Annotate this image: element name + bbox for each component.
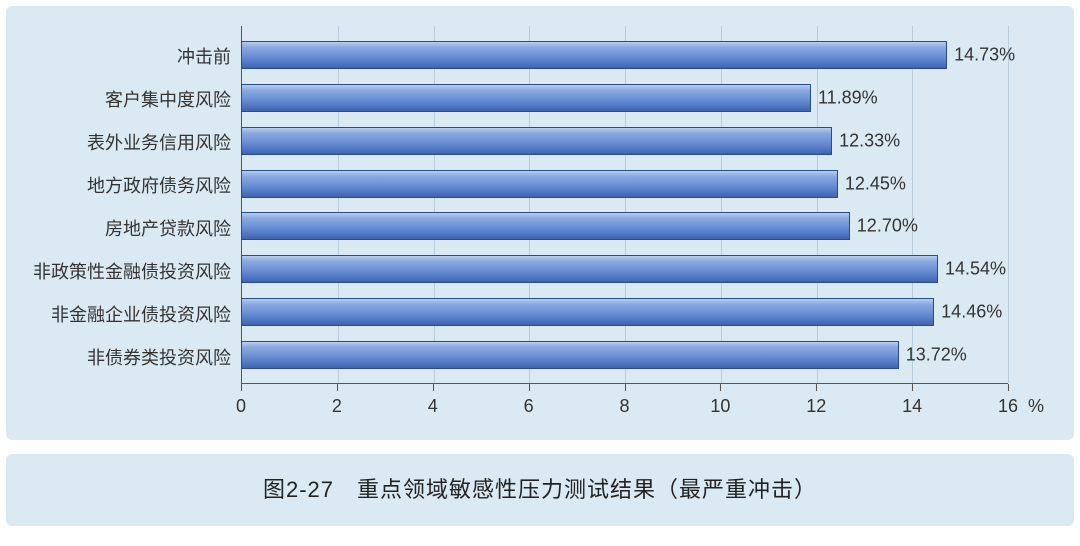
caption-panel: 图2-27 重点领域敏感性压力测试结果（最严重冲击） (6, 454, 1074, 526)
bar-row: 12.70% (241, 205, 1008, 248)
bar-row: 14.46% (241, 291, 1008, 334)
chart-area: 冲击前客户集中度风险表外业务信用风险地方政府债务风险房地产贷款风险非政策性金融债… (16, 26, 1044, 426)
y-axis-labels: 冲击前客户集中度风险表外业务信用风险地方政府债务风险房地产贷款风险非政策性金融债… (16, 26, 241, 426)
bar-value-label: 12.70% (857, 216, 918, 237)
chart-panel: 冲击前客户集中度风险表外业务信用风险地方政府债务风险房地产贷款风险非政策性金融债… (6, 6, 1074, 440)
x-axis: 0246810121416 (241, 384, 1008, 424)
bar-row: 12.45% (241, 162, 1008, 205)
bar: 14.46% (241, 298, 934, 326)
x-tick: 10 (710, 384, 730, 417)
x-tick: 6 (524, 384, 534, 417)
bar: 12.33% (241, 127, 832, 155)
bar: 12.70% (241, 212, 850, 240)
bar-value-label: 11.89% (818, 88, 878, 109)
x-tick: 14 (902, 384, 922, 417)
bar-row: 11.89% (241, 77, 1008, 120)
gridline (1008, 26, 1009, 383)
y-axis-label: 非政策性金融债投资风险 (16, 249, 241, 292)
bar-value-label: 13.72% (906, 344, 967, 365)
x-tick: 12 (806, 384, 826, 417)
bar-value-label: 14.46% (941, 301, 1002, 322)
y-axis-label: 客户集中度风险 (16, 77, 241, 120)
bar-row: 13.72% (241, 333, 1008, 376)
x-tick: 2 (332, 384, 342, 417)
bar-row: 14.73% (241, 34, 1008, 77)
y-axis-label: 非金融企业债投资风险 (16, 292, 241, 335)
bar-value-label: 12.45% (845, 173, 906, 194)
x-tick: 16 (998, 384, 1018, 417)
bar: 14.73% (241, 41, 947, 69)
bar-value-label: 12.33% (839, 130, 900, 151)
plot-area: 14.73%11.89%12.33%12.45%12.70%14.54%14.4… (241, 26, 1044, 426)
bar: 11.89% (241, 84, 811, 112)
bar-row: 14.54% (241, 248, 1008, 291)
y-axis-label: 房地产贷款风险 (16, 206, 241, 249)
y-axis-label: 非债券类投资风险 (16, 335, 241, 378)
bar-value-label: 14.54% (945, 259, 1006, 280)
y-axis-label: 表外业务信用风险 (16, 120, 241, 163)
bar: 12.45% (241, 170, 838, 198)
bar-row: 12.33% (241, 120, 1008, 163)
figure-caption: 图2-27 重点领域敏感性压力测试结果（最严重冲击） (263, 477, 817, 502)
x-tick: 4 (428, 384, 438, 417)
bars-container: 14.73%11.89%12.33%12.45%12.70%14.54%14.4… (241, 34, 1008, 376)
y-axis-label: 冲击前 (16, 34, 241, 77)
bar-value-label: 14.73% (954, 45, 1015, 66)
x-axis-unit: % (1028, 396, 1044, 417)
x-tick: 0 (236, 384, 246, 417)
bar: 13.72% (241, 341, 899, 369)
y-axis-label: 地方政府债务风险 (16, 163, 241, 206)
bar: 14.54% (241, 255, 938, 283)
x-tick: 8 (619, 384, 629, 417)
